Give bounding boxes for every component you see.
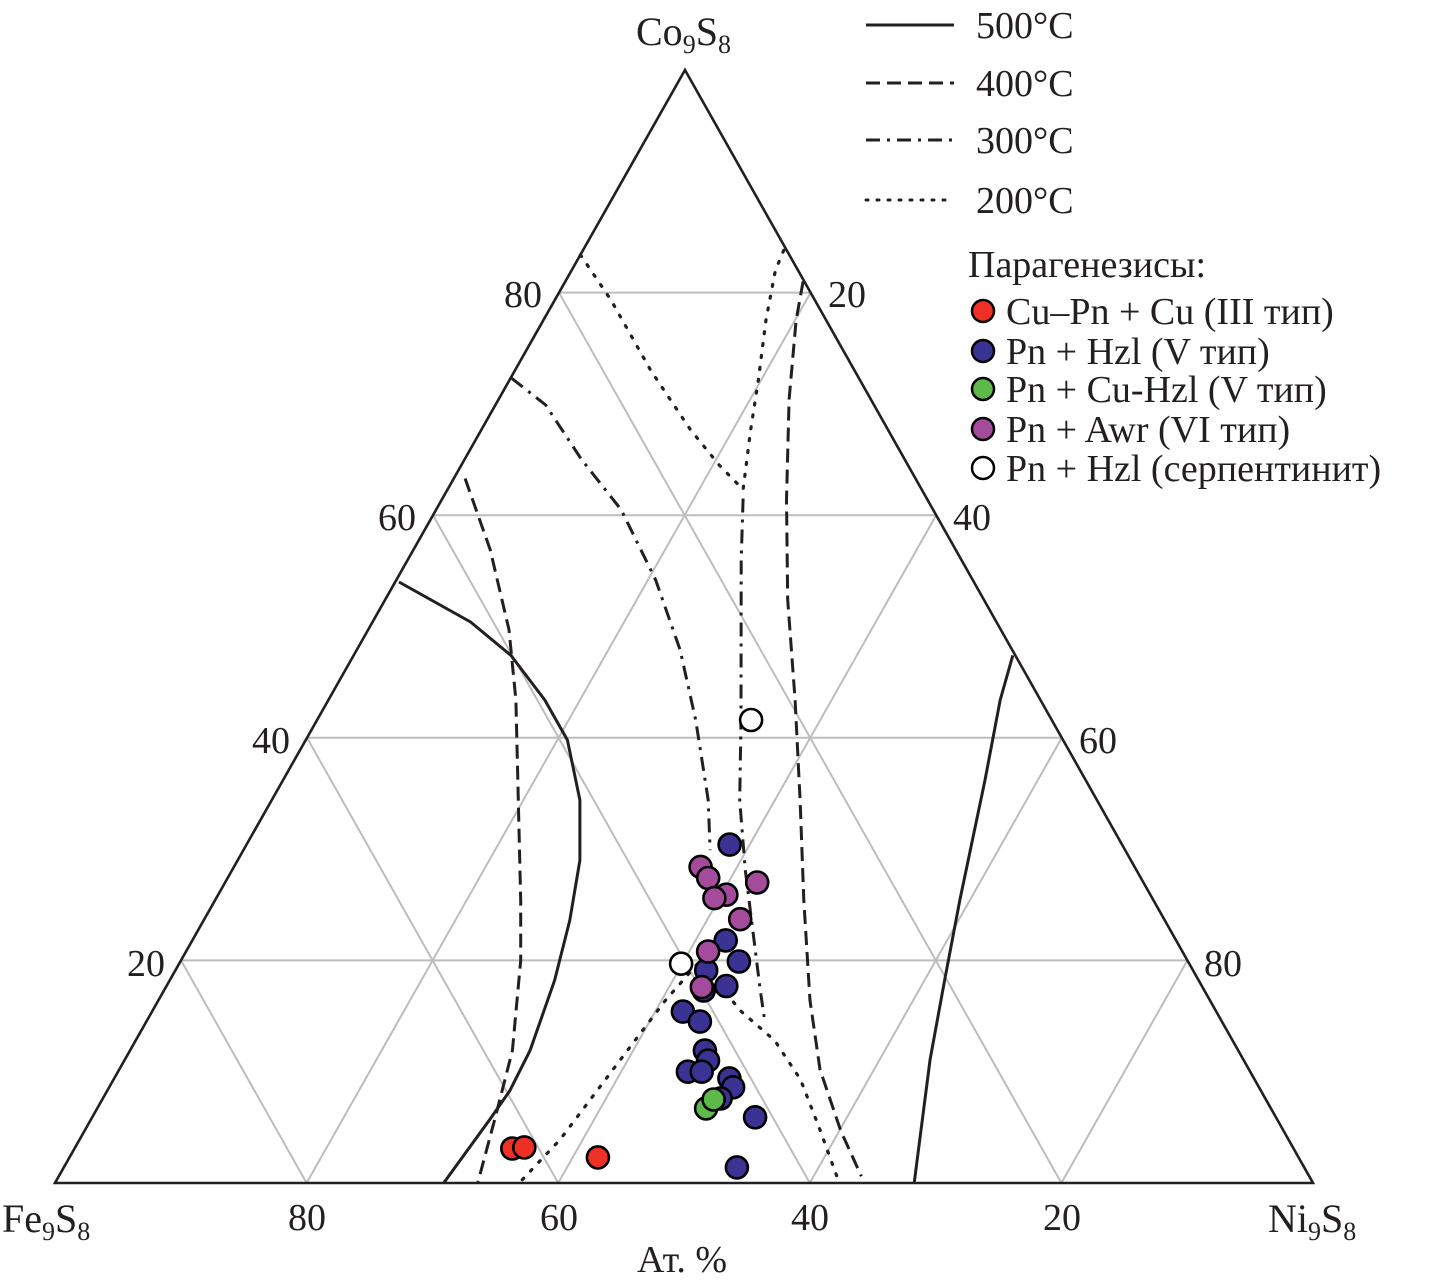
data-point-blue — [713, 928, 739, 953]
grid-line-fe — [180, 959, 308, 1184]
data-point-red — [585, 1145, 611, 1170]
tick-label: 80 — [504, 274, 542, 316]
data-point-purple — [702, 885, 727, 911]
data-point-red — [511, 1135, 537, 1160]
legend-label-purple: Pn + Awr (VI тип) — [1006, 409, 1290, 451]
right-tick-labels: 20 40 60 80 — [828, 274, 1242, 985]
vertex-label-co9s8: Co9S8 — [636, 9, 731, 59]
tick-label: 20 — [1043, 1197, 1081, 1239]
legend-label-red: Cu–Pn + Cu (III тип) — [1006, 291, 1334, 333]
isotherm-400-segment-0 — [463, 478, 523, 1184]
data-point-open — [668, 951, 694, 977]
tick-label: 20 — [828, 274, 866, 316]
legend-label-blue: Pn + Hzl (V тип) — [1006, 331, 1270, 373]
triangle-outline — [52, 67, 1316, 1185]
tick-label: 40 — [953, 497, 991, 539]
legend-label-200: 200°C — [976, 180, 1074, 222]
tick-label: 60 — [378, 497, 416, 539]
tick-label: 80 — [288, 1197, 326, 1239]
tick-label: 80 — [1204, 943, 1242, 985]
legend-label-400: 400°C — [976, 63, 1074, 105]
data-point-purple — [689, 974, 715, 1000]
isotherm-500-segment-0 — [398, 580, 582, 1184]
tick-label: 20 — [127, 943, 165, 985]
isotherm-200-segment-0 — [578, 243, 788, 492]
data-point-purple — [744, 870, 770, 895]
tick-label: 40 — [252, 720, 290, 762]
axis-unit-label: Ат. % — [637, 1239, 727, 1281]
left-tick-labels: 80 60 40 20 — [127, 274, 542, 985]
data-point-open — [738, 707, 764, 733]
data-point-blue — [742, 1105, 768, 1130]
tick-label: 60 — [1079, 720, 1117, 762]
grid-line-ni — [557, 514, 938, 1184]
legend-marker-red — [970, 298, 996, 324]
legend-label-300: 300°C — [976, 120, 1074, 162]
paragenesis-legend: Парагенезисы: Cu–Pn + Cu (III тип) Pn + … — [968, 244, 1381, 490]
data-point-blue — [713, 973, 739, 999]
grid-line-ni — [808, 737, 1063, 1184]
tick-label: 40 — [791, 1197, 829, 1239]
isotherm-500-segment-1 — [912, 654, 1015, 1184]
legend-marker-blue — [970, 338, 996, 364]
data-point-green — [701, 1087, 726, 1112]
data-points — [499, 707, 770, 1180]
data-point-blue — [687, 1009, 713, 1034]
data-point-blue — [689, 1059, 715, 1084]
isotherm-400-segment-1 — [785, 281, 863, 1177]
data-point-purple — [727, 906, 753, 932]
data-point-blue — [717, 832, 742, 857]
legend-label-500: 500°C — [976, 5, 1074, 47]
vertex-label-fe9s8: Fe9S8 — [2, 1196, 90, 1246]
grid-line-ni — [1060, 959, 1189, 1184]
legend-label-green: Pn + Cu-Hzl (V тип) — [1006, 369, 1327, 411]
isotherm-300-segment-1 — [738, 498, 767, 1021]
isotherm-curves — [398, 243, 1015, 1184]
legend-marker-green — [970, 376, 996, 402]
data-point-purple — [695, 865, 721, 891]
grid-line-fe — [306, 737, 560, 1184]
isotherm-300-segment-0 — [510, 377, 712, 851]
triangle-frame — [52, 67, 1316, 1185]
legend-label-open: Pn + Hzl (серпентинит) — [1006, 448, 1381, 490]
vertex-label-ni9s8: Ni9S8 — [1268, 1196, 1356, 1246]
data-point-blue — [724, 1155, 750, 1180]
legend-marker-purple — [970, 416, 996, 442]
data-point-blue — [726, 949, 752, 974]
grid-lines — [180, 291, 1189, 1184]
data-point-purple — [695, 939, 721, 964]
grid-line-fe — [432, 514, 811, 1184]
legend-title: Парагенезисы: — [968, 244, 1206, 286]
bottom-tick-labels: 80 60 40 20 — [288, 1197, 1081, 1239]
legend-marker-open — [970, 455, 996, 481]
tick-label: 60 — [540, 1197, 578, 1239]
isotherm-legend: 500°C 400°C 300°C 200°C — [864, 5, 1074, 222]
